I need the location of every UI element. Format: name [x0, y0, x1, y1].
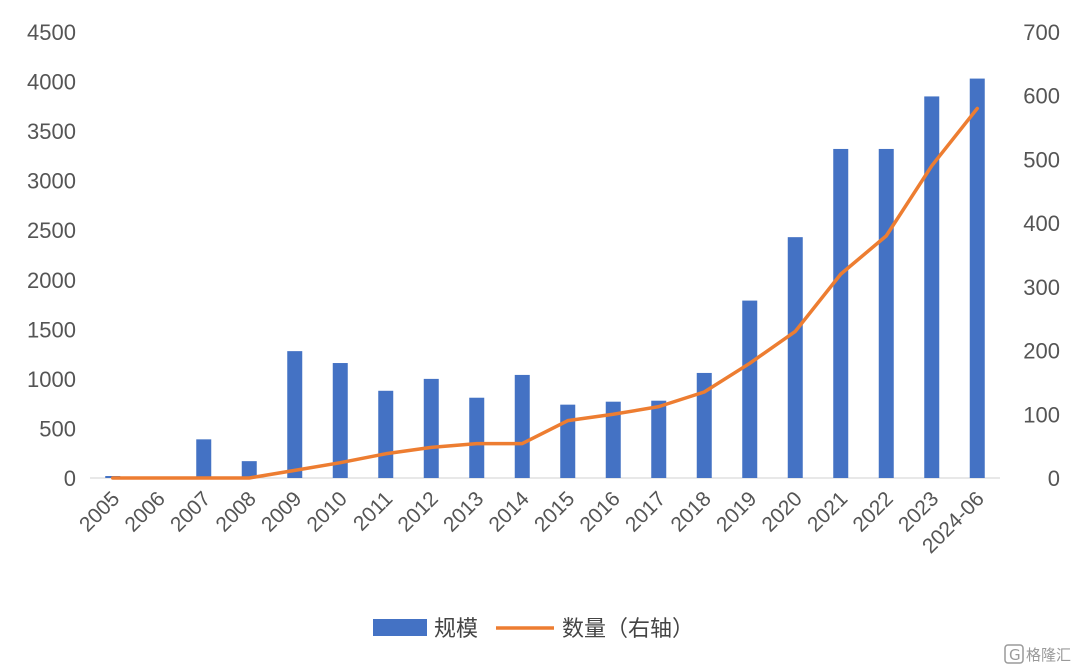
bar — [469, 397, 485, 478]
left-tick-label: 0 — [64, 466, 76, 491]
right-axis-ticks: 0 100 200 300 400 500 600 700 — [1023, 20, 1060, 491]
x-tick-label: 2006 — [120, 487, 169, 536]
bar — [423, 378, 439, 478]
x-tick-label: 2008 — [211, 487, 260, 536]
right-tick-label: 400 — [1023, 211, 1060, 236]
left-tick-label: 4500 — [27, 20, 76, 45]
x-tick-label: 2005 — [75, 487, 124, 536]
watermark-icon-glyph: G — [1009, 646, 1021, 664]
right-tick-label: 300 — [1023, 275, 1060, 300]
left-tick-label: 3500 — [27, 119, 76, 144]
bar — [787, 237, 803, 478]
bar — [651, 400, 667, 478]
left-tick-label: 4000 — [27, 70, 76, 95]
bar — [696, 372, 712, 478]
x-tick-label: 2012 — [393, 487, 442, 536]
right-tick-label: 0 — [1048, 466, 1060, 491]
legend-bar-label: 规模 — [434, 617, 478, 642]
bar-series — [105, 78, 985, 479]
line-path — [111, 106, 979, 480]
left-tick-label: 2000 — [27, 268, 76, 293]
bar — [833, 148, 849, 478]
right-tick-label: 600 — [1023, 84, 1060, 109]
x-tick-label: 2018 — [666, 487, 715, 536]
watermark: G 格隆汇 — [1004, 644, 1071, 664]
x-tick-label: 2019 — [712, 487, 761, 536]
line-series — [111, 106, 979, 480]
right-tick-label: 700 — [1023, 20, 1060, 45]
x-tick-label: 2017 — [621, 487, 670, 536]
x-tick-label: 2014 — [484, 487, 534, 537]
legend-line-label: 数量（右轴） — [562, 617, 694, 642]
right-tick-label: 100 — [1023, 402, 1060, 427]
x-tick-label: 2021 — [803, 487, 852, 536]
bar — [196, 439, 212, 478]
x-tick-label: 2015 — [530, 487, 579, 536]
x-tick-label: 2011 — [349, 487, 397, 535]
left-tick-label: 1500 — [27, 317, 76, 342]
x-axis-ticks: 2005200620072008200920102011201220132014… — [75, 487, 989, 558]
bar — [332, 363, 348, 478]
left-tick-label: 3000 — [27, 169, 76, 194]
bar — [378, 390, 394, 478]
bar — [560, 404, 576, 478]
bar — [287, 351, 303, 478]
x-tick-label: 2016 — [575, 487, 624, 536]
watermark-text: 格隆汇 — [1026, 646, 1071, 664]
bar — [924, 96, 940, 478]
left-axis-ticks: 0 500 1000 1500 2000 2500 3000 3500 4000 4500 — [27, 20, 76, 491]
bar — [241, 461, 257, 478]
bar — [742, 300, 758, 478]
right-tick-label: 500 — [1023, 147, 1060, 172]
x-tick-label: 2007 — [166, 487, 215, 536]
x-tick-label: 2009 — [257, 487, 306, 536]
legend: 规模 数量（右轴） — [373, 617, 694, 642]
bar — [605, 401, 621, 478]
bar — [969, 78, 985, 479]
left-tick-label: 500 — [39, 416, 76, 441]
bar — [878, 148, 894, 478]
left-tick-label: 1000 — [27, 367, 76, 392]
right-tick-label: 200 — [1023, 339, 1060, 364]
left-tick-label: 2500 — [27, 218, 76, 243]
legend-bar-swatch — [373, 619, 427, 636]
watermark-icon — [1004, 644, 1024, 664]
x-tick-label: 2013 — [439, 487, 488, 536]
x-tick-label: 2010 — [302, 487, 351, 536]
bar — [514, 374, 530, 478]
x-tick-label: 2020 — [757, 487, 806, 536]
x-tick-label: 2022 — [848, 487, 897, 536]
